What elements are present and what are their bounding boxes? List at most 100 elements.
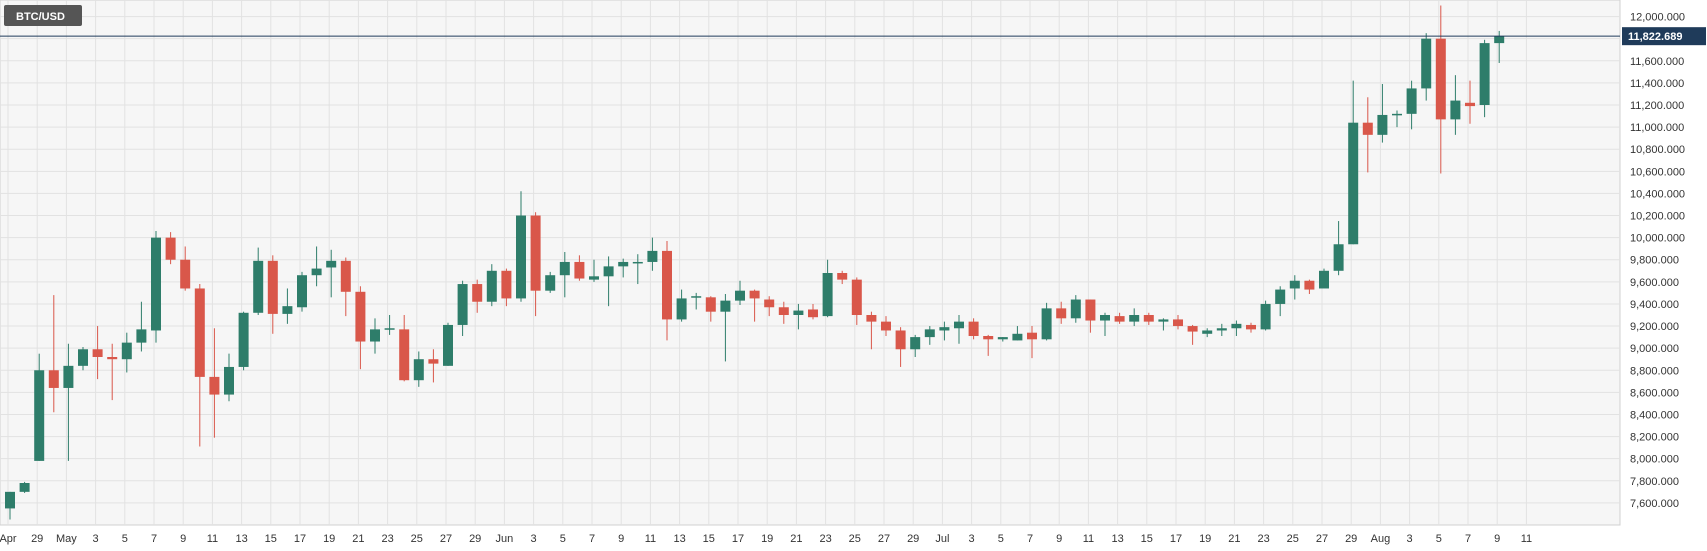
candle[interactable]: [1435, 5, 1446, 174]
candle[interactable]: [384, 315, 395, 335]
candle[interactable]: [720, 294, 731, 362]
candle[interactable]: [749, 289, 760, 322]
candle[interactable]: [282, 288, 293, 324]
candle[interactable]: [311, 246, 322, 287]
candle[interactable]: [559, 252, 570, 298]
candle[interactable]: [180, 246, 191, 291]
candle[interactable]: [457, 280, 468, 336]
candle[interactable]: [1362, 97, 1373, 173]
candle[interactable]: [399, 315, 410, 382]
candle[interactable]: [735, 280, 745, 306]
candle[interactable]: [691, 292, 702, 310]
candle[interactable]: [1158, 318, 1169, 331]
symbol-badge[interactable]: BTC/USD: [4, 5, 82, 26]
candle[interactable]: [1231, 320, 1242, 336]
candle[interactable]: [267, 255, 278, 334]
candle[interactable]: [1275, 286, 1286, 317]
candle[interactable]: [1479, 39, 1490, 118]
candle[interactable]: [340, 257, 351, 317]
candle[interactable]: [1260, 300, 1271, 331]
candle[interactable]: [253, 247, 264, 315]
candle[interactable]: [866, 311, 877, 350]
candle[interactable]: [413, 351, 424, 387]
candle[interactable]: [1246, 322, 1256, 333]
candle[interactable]: [603, 256, 614, 307]
candle[interactable]: [1173, 315, 1183, 330]
candle[interactable]: [297, 271, 307, 312]
candle[interactable]: [1114, 312, 1125, 324]
candle[interactable]: [209, 328, 220, 438]
candle[interactable]: [92, 326, 103, 380]
candle[interactable]: [1450, 75, 1461, 135]
candle[interactable]: [1406, 80, 1417, 130]
candle[interactable]: [851, 277, 862, 325]
candle[interactable]: [19, 481, 30, 493]
candle[interactable]: [1333, 221, 1344, 276]
candle[interactable]: [822, 259, 833, 318]
candle[interactable]: [1216, 323, 1227, 336]
candle[interactable]: [355, 286, 366, 370]
candle[interactable]: [1465, 80, 1475, 124]
candle[interactable]: [326, 249, 337, 298]
candle[interactable]: [924, 326, 935, 345]
candle[interactable]: [895, 327, 906, 367]
candle[interactable]: [939, 321, 950, 341]
candle[interactable]: [63, 343, 74, 461]
candle[interactable]: [705, 296, 716, 322]
candle[interactable]: [1348, 80, 1359, 245]
candle[interactable]: [78, 347, 88, 371]
candle[interactable]: [48, 295, 59, 413]
candle[interactable]: [1377, 84, 1388, 143]
candle[interactable]: [1143, 312, 1154, 325]
candle[interactable]: [647, 237, 658, 271]
candle[interactable]: [224, 353, 234, 402]
candle[interactable]: [516, 191, 526, 302]
candle[interactable]: [1070, 295, 1081, 323]
candle[interactable]: [881, 316, 891, 336]
candle[interactable]: [968, 318, 979, 340]
candle[interactable]: [983, 334, 994, 356]
candle[interactable]: [1129, 308, 1140, 327]
candle[interactable]: [1100, 312, 1110, 336]
candle[interactable]: [910, 334, 921, 357]
candle[interactable]: [574, 255, 585, 281]
candle[interactable]: [1027, 326, 1037, 359]
candle[interactable]: [808, 303, 818, 320]
candle[interactable]: [5, 491, 15, 520]
candle[interactable]: [1304, 279, 1315, 294]
candle[interactable]: [545, 271, 556, 293]
candle[interactable]: [165, 232, 176, 265]
candle[interactable]: [443, 322, 453, 366]
candle[interactable]: [107, 343, 118, 401]
candle[interactable]: [1421, 33, 1432, 101]
candle[interactable]: [428, 349, 439, 383]
candle[interactable]: [764, 296, 775, 317]
candle[interactable]: [1187, 324, 1198, 345]
candle[interactable]: [486, 264, 497, 307]
candle[interactable]: [997, 337, 1008, 342]
candle[interactable]: [778, 301, 789, 324]
candle[interactable]: [34, 353, 45, 461]
candle[interactable]: [472, 279, 483, 313]
candle[interactable]: [618, 258, 629, 278]
candle[interactable]: [501, 268, 512, 307]
candle[interactable]: [1319, 268, 1329, 289]
candle[interactable]: [1056, 301, 1067, 324]
candle[interactable]: [837, 270, 848, 285]
candle[interactable]: [370, 318, 380, 354]
candle[interactable]: [136, 301, 147, 352]
candle[interactable]: [1012, 326, 1023, 341]
candle[interactable]: [632, 254, 643, 285]
candle[interactable]: [793, 303, 804, 330]
candle[interactable]: [662, 240, 672, 341]
candle[interactable]: [589, 259, 599, 282]
candle[interactable]: [530, 212, 541, 317]
candle[interactable]: [194, 284, 205, 447]
candle[interactable]: [121, 332, 132, 373]
candle[interactable]: [151, 231, 161, 343]
candle[interactable]: [1085, 299, 1096, 333]
candle[interactable]: [1202, 328, 1213, 338]
candle[interactable]: [1041, 302, 1052, 341]
candle[interactable]: [676, 289, 687, 322]
candle[interactable]: [1392, 110, 1402, 128]
